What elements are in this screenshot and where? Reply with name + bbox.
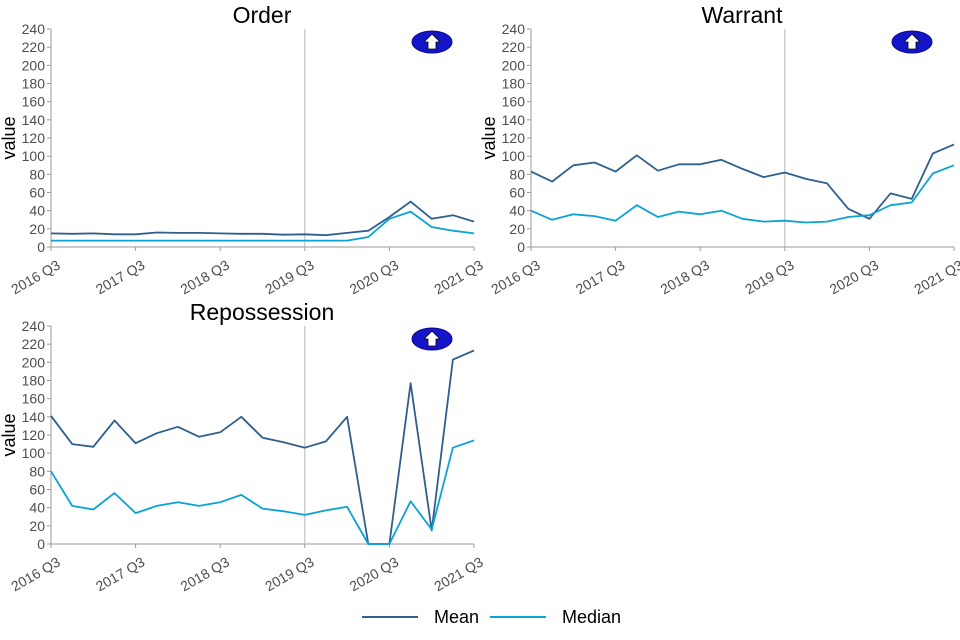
y-axis-label: value [0, 116, 19, 159]
y-tick-label: 120 [22, 130, 46, 146]
series-line-median [50, 439, 475, 545]
y-tick-label: 0 [517, 239, 525, 255]
y-tick-label: 180 [22, 76, 46, 92]
y-tick-label: 60 [29, 185, 45, 201]
up-arrow-icon [891, 30, 933, 54]
legend: Mean Median [362, 607, 621, 627]
y-tick-label: 140 [502, 112, 526, 128]
icon-arrow [423, 330, 441, 347]
y-tick-label: 140 [22, 112, 46, 128]
y-tick-label: 20 [509, 221, 525, 237]
panel-title: Warrant [702, 2, 784, 28]
y-tick-label: 180 [502, 76, 526, 92]
panel-title: Repossession [190, 299, 334, 325]
y-tick-label: 180 [22, 373, 46, 389]
y-tick-label: 240 [22, 318, 46, 334]
y-tick-label: 80 [29, 463, 45, 479]
x-tick-label: 2017 Q3 [93, 257, 148, 298]
x-tick-label: 2018 Q3 [177, 554, 232, 595]
panel-warrant: Warrant value 0 20 40 60 80 100 120 140 160 180 200 2… [479, 2, 960, 297]
y-axis-label: value [0, 413, 19, 456]
series-line-mean [50, 349, 475, 545]
y-tick-label: 220 [22, 39, 46, 55]
series-line-mean [50, 200, 475, 237]
y-tick-label: 60 [29, 482, 45, 498]
x-tick-label: 2021 Q3 [911, 257, 960, 298]
x-tick-label: 2021 Q3 [431, 554, 486, 595]
series-line-median [51, 210, 475, 242]
y-tick-label: 240 [502, 21, 526, 37]
y-tick-label: 160 [22, 94, 46, 110]
y-tick-label: 240 [22, 21, 46, 37]
legend-item-median: Median [490, 607, 621, 627]
up-arrow-icon [411, 30, 453, 54]
y-tick-label: 0 [37, 536, 45, 552]
y-tick-label: 20 [29, 518, 45, 534]
panel-repossession: Repossession value 0 20 40 60 80 100 120 140 160 18… [0, 299, 486, 594]
up-arrow-icon [411, 327, 453, 351]
y-tick-label: 160 [22, 391, 46, 407]
x-tick-label: 2016 Q3 [8, 257, 63, 298]
x-tick-label: 2019 Q3 [742, 257, 797, 298]
panel-order: Order value 0 20 40 60 80 100 120 140 160 180 200 220… [0, 2, 486, 297]
series-line-median [530, 164, 955, 224]
x-tick-label: 2020 Q3 [827, 257, 882, 298]
y-tick-label: 20 [29, 221, 45, 237]
y-tick-label: 220 [502, 39, 526, 55]
legend-label: Median [562, 607, 621, 627]
x-tick-label: 2018 Q3 [657, 257, 712, 298]
y-tick-label: 220 [22, 336, 46, 352]
y-tick-label: 80 [509, 166, 525, 182]
y-axis-label: value [479, 116, 499, 159]
legend-label: Mean [434, 607, 479, 627]
icon-arrow [423, 33, 441, 50]
y-tick-label: 100 [502, 148, 526, 164]
legend-item-mean: Mean [362, 607, 479, 627]
y-tick-label: 120 [22, 427, 46, 443]
y-tick-label: 60 [509, 185, 525, 201]
x-tick-label: 2019 Q3 [262, 257, 317, 298]
x-tick-label: 2020 Q3 [347, 257, 402, 298]
y-tick-label: 200 [22, 57, 46, 73]
series-line-mean [530, 143, 955, 220]
x-tick-label: 2018 Q3 [177, 257, 232, 298]
y-tick-label: 40 [509, 203, 525, 219]
x-tick-label: 2016 Q3 [488, 257, 543, 298]
x-tick-label: 2016 Q3 [8, 554, 63, 595]
y-tick-label: 100 [22, 445, 46, 461]
y-tick-label: 80 [29, 166, 45, 182]
y-tick-label: 120 [502, 130, 526, 146]
panel-title: Order [233, 2, 292, 28]
y-tick-label: 0 [37, 239, 45, 255]
icon-arrow [903, 33, 921, 50]
x-tick-label: 2020 Q3 [347, 554, 402, 595]
x-tick-label: 2019 Q3 [262, 554, 317, 595]
y-tick-label: 200 [502, 57, 526, 73]
y-tick-label: 40 [29, 203, 45, 219]
y-tick-label: 40 [29, 500, 45, 516]
y-tick-label: 160 [502, 94, 526, 110]
y-tick-label: 200 [22, 354, 46, 370]
x-tick-label: 2021 Q3 [431, 257, 486, 298]
x-tick-label: 2017 Q3 [573, 257, 628, 298]
y-tick-label: 100 [22, 148, 46, 164]
x-tick-label: 2017 Q3 [93, 554, 148, 595]
y-tick-label: 140 [22, 409, 46, 425]
